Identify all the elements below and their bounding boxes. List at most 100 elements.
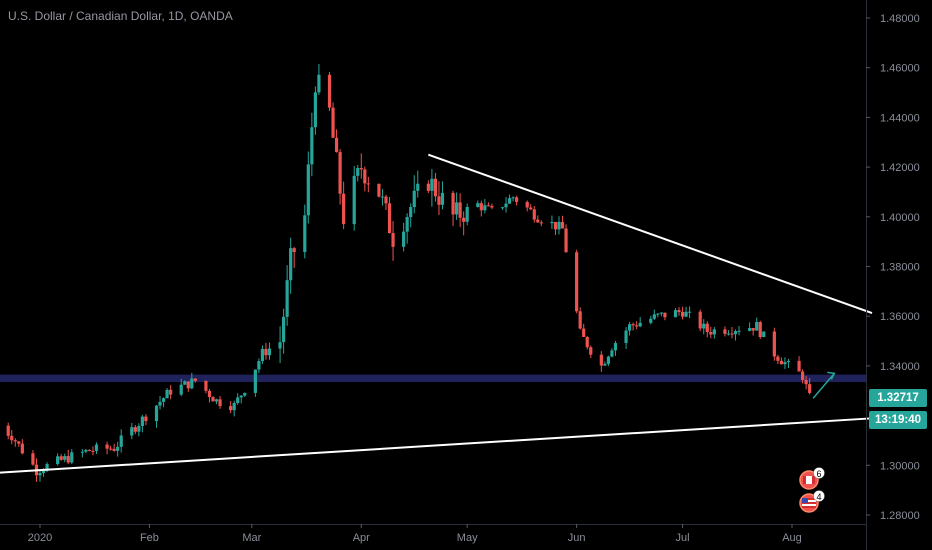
candle	[779, 357, 784, 365]
candle-body	[684, 311, 688, 317]
candle	[292, 246, 296, 268]
candle-body	[154, 405, 159, 422]
candle-body	[285, 280, 289, 317]
candle-body	[84, 449, 88, 452]
candle-body	[688, 311, 692, 313]
candle-body	[610, 350, 614, 357]
candle-body	[677, 310, 681, 312]
candle-body	[387, 203, 392, 234]
candle	[702, 319, 706, 335]
candle	[380, 189, 385, 206]
candle	[627, 321, 632, 336]
candle	[352, 166, 356, 231]
candle-body	[673, 310, 678, 318]
candle-body	[41, 470, 46, 474]
candle	[377, 183, 381, 198]
candle	[140, 414, 144, 433]
candlestick-series	[6, 63, 812, 482]
candle	[762, 331, 766, 338]
candle-body	[486, 205, 490, 207]
time-tick-label: May	[457, 532, 478, 544]
candle	[267, 342, 272, 360]
time-tick-label: Jul	[676, 532, 690, 544]
candle-body	[532, 209, 536, 220]
candle	[529, 204, 533, 210]
candle-body	[613, 343, 618, 351]
candle	[786, 358, 791, 369]
candle	[465, 203, 469, 226]
candle	[610, 348, 614, 358]
candle	[532, 206, 536, 223]
candle	[797, 356, 801, 372]
candle	[91, 446, 95, 456]
candle-body	[105, 444, 109, 449]
canada-flag-icon[interactable]: 6	[799, 467, 825, 490]
candle-body	[575, 252, 579, 312]
candle-body	[758, 322, 762, 337]
economic-events[interactable]: 6 4	[799, 467, 825, 513]
candle-body	[500, 207, 505, 209]
time-axis[interactable]: 2020 Feb Mar Apr May Jun Jul Aug	[0, 524, 866, 544]
price-axis[interactable]: 1.48000 1.46000 1.44000 1.42000 1.40000 1.380…	[866, 0, 920, 550]
price-tick-label: 1.44000	[880, 112, 920, 124]
candle-body	[483, 205, 487, 211]
candle-body	[412, 190, 416, 208]
candle-body	[13, 440, 17, 442]
candle	[306, 151, 310, 224]
candle-body	[458, 202, 462, 218]
candle	[56, 453, 60, 466]
candle	[430, 169, 434, 207]
candle-body	[603, 363, 607, 366]
candle-body	[578, 311, 582, 329]
candle	[387, 196, 392, 234]
candle	[144, 414, 148, 426]
candle-body	[606, 356, 611, 364]
candle	[578, 307, 582, 330]
candle	[490, 203, 494, 210]
candle-body	[762, 331, 766, 337]
candle	[338, 149, 342, 205]
candle-body	[377, 183, 381, 197]
candle	[20, 439, 24, 455]
candle	[409, 203, 413, 228]
candle-body	[409, 207, 413, 218]
candle-body	[130, 427, 134, 436]
candle	[119, 429, 123, 453]
candle	[211, 395, 215, 402]
candle-body	[352, 175, 356, 225]
candle-body	[772, 331, 776, 357]
candle	[599, 351, 603, 372]
candle-body	[737, 330, 741, 332]
candle-body	[158, 401, 162, 406]
canada-event-count: 6	[816, 469, 821, 479]
candle-body	[529, 207, 533, 210]
candle	[186, 381, 190, 392]
candle	[257, 358, 261, 374]
candle-body	[539, 222, 543, 224]
price-tick-label: 1.40000	[880, 212, 920, 224]
candle	[486, 202, 490, 207]
candle	[515, 195, 519, 206]
time-tick-label: Jun	[568, 532, 586, 544]
candle	[31, 450, 35, 466]
candle	[112, 443, 116, 452]
candle-body	[112, 448, 116, 451]
candle	[342, 181, 346, 230]
candle-body	[303, 215, 307, 252]
price-tick-label: 1.46000	[880, 63, 920, 75]
candle-body	[31, 453, 35, 465]
us-flag-icon[interactable]: 4	[799, 490, 825, 513]
candle-body	[504, 203, 508, 208]
candle-body	[10, 435, 14, 441]
candle-body	[342, 193, 346, 225]
candle	[557, 216, 561, 235]
candle	[193, 378, 197, 383]
candle	[137, 423, 141, 437]
candle	[278, 326, 282, 364]
candle-body	[20, 443, 24, 454]
candle-body	[560, 221, 565, 229]
candle	[59, 454, 63, 461]
candle	[698, 309, 702, 332]
candle	[733, 329, 738, 341]
